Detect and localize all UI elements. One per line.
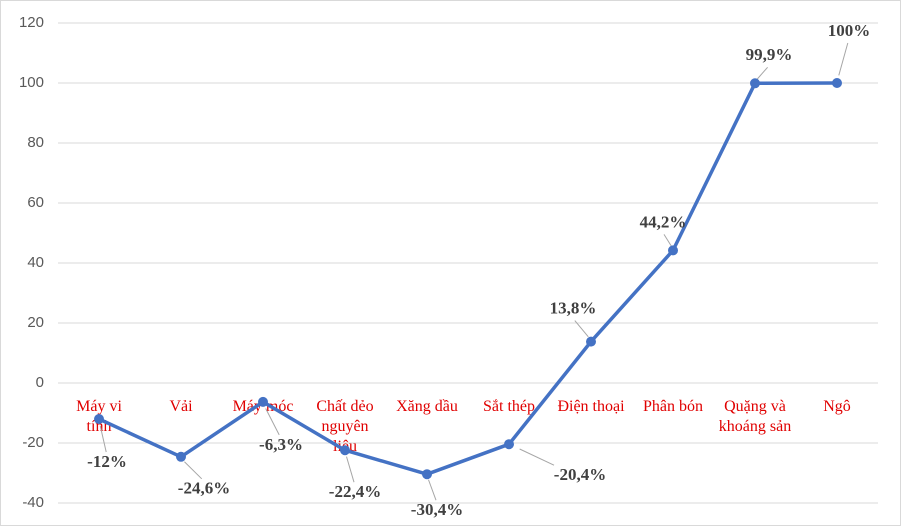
leader-line bbox=[265, 408, 280, 436]
y-tick-label: 120 bbox=[19, 14, 44, 31]
y-tick-label: -20 bbox=[22, 434, 44, 451]
marker bbox=[176, 451, 186, 462]
leader-line bbox=[838, 42, 849, 76]
y-tick-label: 100 bbox=[19, 74, 44, 91]
marker bbox=[504, 439, 514, 450]
x-tick-label: Sắt thép bbox=[483, 398, 535, 415]
marker bbox=[422, 469, 432, 480]
leader-line bbox=[574, 320, 589, 338]
leader-line bbox=[428, 479, 437, 501]
line bbox=[98, 81, 838, 476]
data-label: -6,3% bbox=[259, 435, 303, 454]
leader-line bbox=[346, 456, 355, 483]
y-tick-label: 60 bbox=[27, 194, 44, 211]
leader-line bbox=[184, 461, 203, 480]
marker bbox=[340, 445, 350, 456]
leader-line bbox=[519, 448, 555, 466]
marker bbox=[668, 245, 678, 256]
y-tick-label: -40 bbox=[22, 494, 44, 511]
data-label: 13,8% bbox=[550, 299, 597, 318]
x-tick-label: Xăng dầu bbox=[396, 398, 458, 415]
y-tick-label: 20 bbox=[27, 314, 44, 331]
data-label: 44,2% bbox=[640, 212, 687, 231]
data-label: -12% bbox=[87, 452, 127, 471]
x-tick-label: Điện thoại bbox=[557, 398, 625, 415]
y-tick-label: 80 bbox=[27, 134, 44, 151]
data-label: -30,4% bbox=[411, 500, 463, 519]
x-tick-label: Quặng và khoáng sản bbox=[719, 398, 791, 435]
marker bbox=[832, 78, 842, 88]
leader-line bbox=[663, 234, 672, 247]
data-label: 99,9% bbox=[746, 45, 793, 64]
data-label: -20,4% bbox=[554, 465, 606, 484]
x-tick-label: Vải bbox=[169, 398, 193, 415]
marker bbox=[586, 336, 596, 347]
leader-line bbox=[756, 66, 768, 80]
data-label: -22,4% bbox=[329, 482, 381, 501]
data-label: -24,6% bbox=[178, 479, 230, 498]
leader-line bbox=[99, 425, 107, 453]
marker bbox=[94, 414, 104, 424]
y-tick-label: 0 bbox=[36, 374, 44, 391]
x-tick-label: Phân bón bbox=[643, 398, 703, 415]
marker bbox=[750, 78, 760, 89]
y-tick-label: 40 bbox=[27, 254, 44, 271]
data-label: 100% bbox=[828, 21, 871, 40]
marker bbox=[258, 396, 268, 407]
x-tick-label: Ngô bbox=[823, 398, 851, 415]
